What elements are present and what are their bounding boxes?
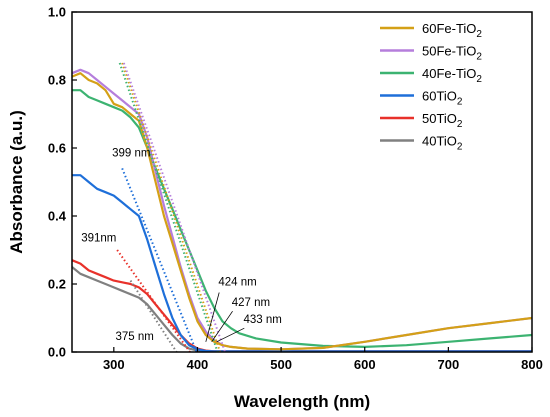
x-tick-label-4: 700 — [438, 357, 460, 372]
legend-label-0: 60Fe-TiO2 — [422, 21, 482, 40]
series-line-3 — [72, 174, 532, 353]
series-line-0 — [71, 72, 533, 351]
x-tick-label-0: 300 — [103, 357, 125, 372]
annotation-arrow-2 — [216, 327, 245, 343]
tick-layer: 300 400 500 600 700 800 0.0 0.2 0.4 0.6 0.8 1.0 — [48, 5, 543, 373]
annotation-label-1: 391nm — [81, 233, 116, 245]
tangent-line-1 — [122, 62, 226, 353]
annotation-arrow-0 — [205, 292, 220, 342]
annotation-label-3: 427 nm — [232, 297, 270, 309]
y-tick-label-4: 0.8 — [48, 73, 66, 88]
annotation-arrow-1 — [211, 310, 233, 343]
y-tick-label-1: 0.2 — [48, 277, 66, 292]
annotation-label-0: 399 nm — [112, 148, 150, 160]
tangent-line-3 — [121, 168, 198, 353]
tangent-line-2 — [118, 62, 219, 353]
plot-frame — [71, 11, 533, 353]
tangent-line-4 — [116, 249, 191, 353]
x-tick-label-1: 400 — [187, 357, 209, 372]
annotation-label-5: 375 nm — [115, 331, 153, 343]
series-layer — [71, 68, 533, 353]
x-axis-title: Wavelength (nm) — [234, 392, 370, 411]
legend-label-1: 50Fe-TiO2 — [422, 44, 482, 63]
tangent-layer — [116, 62, 226, 353]
legend-label-2: 40Fe-TiO2 — [422, 66, 482, 85]
legend-label-3: 60TiO2 — [422, 89, 463, 108]
series-line-1 — [71, 68, 533, 351]
y-tick-label-0: 0.0 — [48, 345, 66, 360]
x-tick-label-2: 500 — [270, 357, 292, 372]
y-tick-label-3: 0.6 — [48, 141, 66, 156]
x-tick-label-5: 800 — [521, 357, 543, 372]
x-tick-label-3: 600 — [354, 357, 376, 372]
y-tick-label-2: 0.4 — [48, 209, 67, 224]
legend: 60Fe-TiO2 50Fe-TiO2 40Fe-TiO2 60TiO2 50TiO2 4… — [380, 21, 482, 153]
annotation-label-4: 433 nm — [243, 314, 281, 326]
y-axis-title: Absorbance (a.u.) — [7, 110, 26, 254]
tangent-line-0 — [121, 62, 221, 353]
y-tick-label-5: 1.0 — [48, 5, 66, 20]
legend-label-5: 40TiO2 — [422, 134, 463, 153]
annotation-layer: 399 nm 391nm 424 nm 427 nm 433 nm 375 nm — [81, 148, 282, 344]
annotation-label-2: 424 nm — [218, 277, 256, 289]
legend-label-4: 50TiO2 — [422, 111, 463, 130]
